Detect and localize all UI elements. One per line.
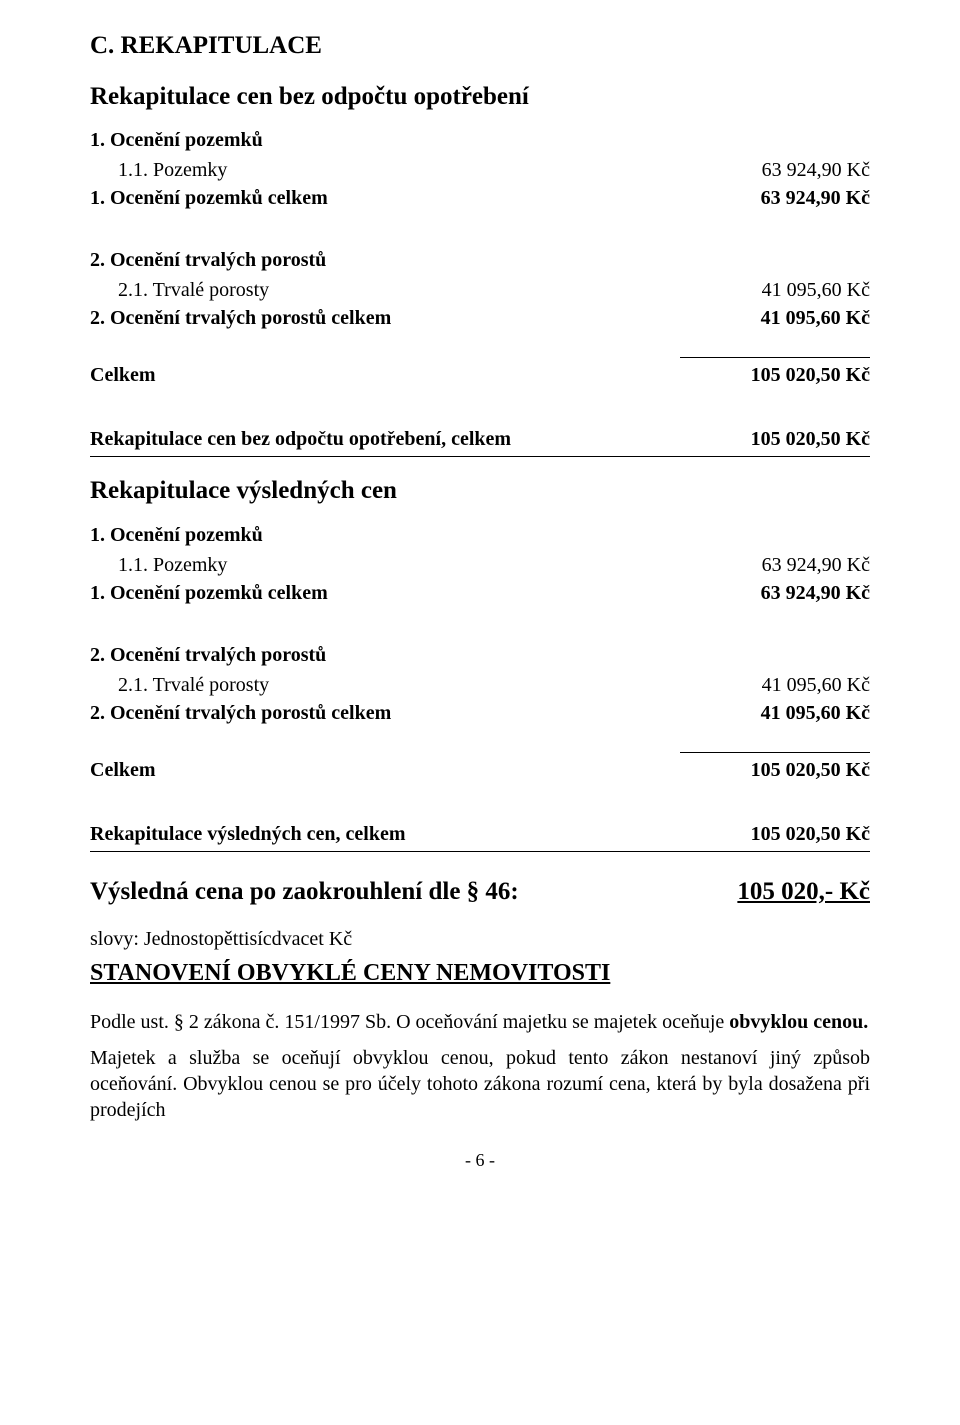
s2-g1-item-lbl: 1.1. Pozemky (90, 552, 227, 578)
s2-celkem-lbl: Celkem (90, 757, 156, 783)
s1-celkem-val: 105 020,50 Kč (751, 362, 870, 388)
s2-summary-val: 105 020,50 Kč (751, 821, 870, 847)
s1-g2-heading: 2. Ocenění trvalých porostů (90, 247, 870, 273)
s1-g1-total-lbl: 1. Ocenění pozemků celkem (90, 185, 328, 211)
page-number: - 6 - (90, 1149, 870, 1172)
stanoveni-heading: STANOVENÍ OBVYKLÉ CENY NEMOVITOSTI (90, 958, 870, 989)
s2-g2-total-lbl: 2. Ocenění trvalých porostů celkem (90, 700, 391, 726)
s2-g1-item-val: 63 924,90 Kč (762, 552, 870, 578)
divider-full (90, 851, 870, 852)
s2-summary-lbl: Rekapitulace výsledných cen, celkem (90, 821, 406, 847)
result-val: 105 020,- Kč (737, 876, 870, 909)
s1-g2-item-lbl: 2.1. Trvalé porosty (90, 277, 269, 303)
s1-g1-item-val: 63 924,90 Kč (762, 157, 870, 183)
s1-g1-heading: 1. Ocenění pozemků (90, 127, 870, 153)
paragraph-1: Podle ust. § 2 zákona č. 151/1997 Sb. O … (90, 1009, 870, 1035)
divider-short (680, 752, 870, 753)
s2-g1-total-val: 63 924,90 Kč (761, 580, 870, 606)
s2-g2-item-lbl: 2.1. Trvalé porosty (90, 672, 269, 698)
s2-celkem-val: 105 020,50 Kč (751, 757, 870, 783)
s2-g1-heading: 1. Ocenění pozemků (90, 522, 870, 548)
s1-g2-item-val: 41 095,60 Kč (762, 277, 870, 303)
result-lbl: Výsledná cena po zaokrouhlení dle § 46: (90, 876, 519, 909)
s1-summary-val: 105 020,50 Kč (751, 426, 870, 452)
s1-g2-total-lbl: 2. Ocenění trvalých porostů celkem (90, 305, 391, 331)
s1-celkem-lbl: Celkem (90, 362, 156, 388)
s2-g1-total-lbl: 1. Ocenění pozemků celkem (90, 580, 328, 606)
section2-heading: Rekapitulace výsledných cen (90, 475, 870, 508)
slovy-text: slovy: Jednostopěttisícdvacet Kč (90, 926, 870, 952)
s2-g2-heading: 2. Ocenění trvalých porostů (90, 642, 870, 668)
s2-g2-item-val: 41 095,60 Kč (762, 672, 870, 698)
doc-title: C. REKAPITULACE (90, 30, 870, 63)
s1-g1-total-val: 63 924,90 Kč (761, 185, 870, 211)
s1-g1-item-lbl: 1.1. Pozemky (90, 157, 227, 183)
divider-short (680, 357, 870, 358)
divider-full (90, 456, 870, 457)
paragraph-2: Majetek a služba se oceňují obvyklou cen… (90, 1045, 870, 1123)
s1-summary-lbl: Rekapitulace cen bez odpočtu opotřebení,… (90, 426, 511, 452)
s1-g2-total-val: 41 095,60 Kč (761, 305, 870, 331)
section1-heading: Rekapitulace cen bez odpočtu opotřebení (90, 81, 870, 114)
s2-g2-total-val: 41 095,60 Kč (761, 700, 870, 726)
